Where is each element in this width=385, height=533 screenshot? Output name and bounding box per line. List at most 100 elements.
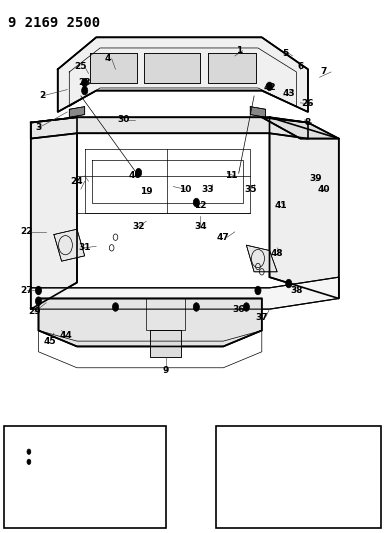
Text: 29: 29: [98, 469, 110, 478]
Text: 34: 34: [194, 222, 206, 231]
Polygon shape: [270, 117, 339, 298]
Circle shape: [243, 303, 249, 311]
Text: 18: 18: [5, 437, 16, 446]
Circle shape: [112, 303, 119, 311]
Circle shape: [35, 297, 42, 305]
FancyBboxPatch shape: [4, 426, 166, 528]
Polygon shape: [262, 117, 339, 139]
Text: 16: 16: [127, 434, 139, 443]
Text: 43: 43: [283, 89, 295, 98]
Text: 25: 25: [75, 62, 87, 71]
Polygon shape: [307, 457, 357, 467]
Polygon shape: [58, 37, 308, 112]
Text: 41: 41: [275, 201, 287, 209]
Text: 9: 9: [162, 366, 169, 375]
Text: 14: 14: [35, 434, 47, 443]
Circle shape: [193, 303, 199, 311]
Polygon shape: [208, 53, 256, 83]
Circle shape: [82, 86, 88, 95]
Text: 9 2169 2500: 9 2169 2500: [8, 16, 100, 30]
Text: 38: 38: [290, 286, 303, 295]
Text: 42: 42: [263, 84, 276, 92]
Polygon shape: [144, 53, 200, 83]
Polygon shape: [250, 107, 266, 117]
Text: 22: 22: [21, 228, 33, 236]
Text: 23: 23: [82, 492, 95, 501]
Text: 11: 11: [225, 172, 237, 180]
Text: 15: 15: [106, 434, 118, 443]
Text: 16: 16: [121, 469, 133, 478]
Text: 23: 23: [19, 444, 31, 453]
Text: 36: 36: [233, 305, 245, 313]
Text: 19: 19: [367, 499, 380, 508]
Text: 18: 18: [9, 467, 22, 476]
Text: 13: 13: [5, 477, 18, 485]
Text: 28: 28: [79, 78, 91, 87]
Text: 29: 29: [87, 434, 99, 443]
Text: 26: 26: [302, 100, 314, 108]
Text: 30: 30: [117, 116, 129, 124]
Text: 2: 2: [39, 92, 45, 100]
Text: 37: 37: [256, 313, 268, 321]
Circle shape: [27, 459, 31, 464]
Circle shape: [193, 198, 199, 207]
Text: 1: 1: [236, 46, 242, 55]
Polygon shape: [31, 117, 308, 139]
Text: 24: 24: [71, 177, 83, 185]
Text: 29: 29: [28, 308, 41, 316]
Polygon shape: [232, 472, 365, 479]
Text: 12: 12: [194, 201, 206, 209]
Text: 7: 7: [320, 68, 326, 76]
Text: 48: 48: [271, 249, 283, 257]
Text: 3: 3: [35, 124, 42, 132]
Polygon shape: [54, 229, 85, 261]
Text: 20: 20: [243, 511, 254, 520]
Text: 35: 35: [244, 185, 256, 193]
Text: 27: 27: [21, 286, 33, 295]
Polygon shape: [52, 441, 109, 482]
Text: 32: 32: [132, 222, 145, 231]
Circle shape: [27, 449, 31, 454]
Text: 21: 21: [79, 469, 91, 478]
Text: 44: 44: [59, 332, 72, 340]
Polygon shape: [246, 245, 277, 272]
Text: 19: 19: [140, 188, 152, 196]
Text: 47: 47: [217, 233, 230, 241]
Polygon shape: [150, 330, 181, 357]
Text: 10: 10: [179, 185, 191, 193]
Circle shape: [255, 286, 261, 295]
Text: 13: 13: [5, 481, 16, 490]
Text: 6: 6: [297, 62, 303, 71]
Text: 4: 4: [105, 54, 111, 63]
Polygon shape: [90, 53, 137, 83]
Polygon shape: [31, 277, 339, 309]
Polygon shape: [20, 439, 49, 487]
Text: 31: 31: [79, 244, 91, 252]
Text: 17: 17: [44, 513, 55, 522]
Polygon shape: [232, 439, 365, 472]
Text: 8: 8: [305, 118, 311, 127]
Text: 46: 46: [129, 172, 141, 180]
Polygon shape: [12, 492, 152, 502]
Text: 45: 45: [44, 337, 56, 345]
Polygon shape: [31, 117, 77, 309]
Text: 33: 33: [202, 185, 214, 193]
Circle shape: [266, 82, 273, 91]
Circle shape: [286, 279, 292, 288]
Text: 39: 39: [310, 174, 322, 183]
Text: 17: 17: [44, 492, 56, 501]
Circle shape: [35, 286, 42, 295]
Text: 19: 19: [369, 511, 380, 520]
Text: 15: 15: [105, 469, 118, 478]
Polygon shape: [69, 107, 85, 117]
Text: 5: 5: [282, 49, 288, 58]
Text: 40: 40: [317, 185, 330, 193]
Circle shape: [82, 78, 88, 87]
Polygon shape: [38, 298, 262, 346]
Text: 23: 23: [79, 513, 90, 522]
Text: 21: 21: [58, 434, 70, 443]
Text: 23: 23: [48, 474, 60, 483]
Text: 20: 20: [275, 499, 287, 508]
Text: 14: 14: [63, 471, 75, 480]
Circle shape: [136, 168, 142, 177]
